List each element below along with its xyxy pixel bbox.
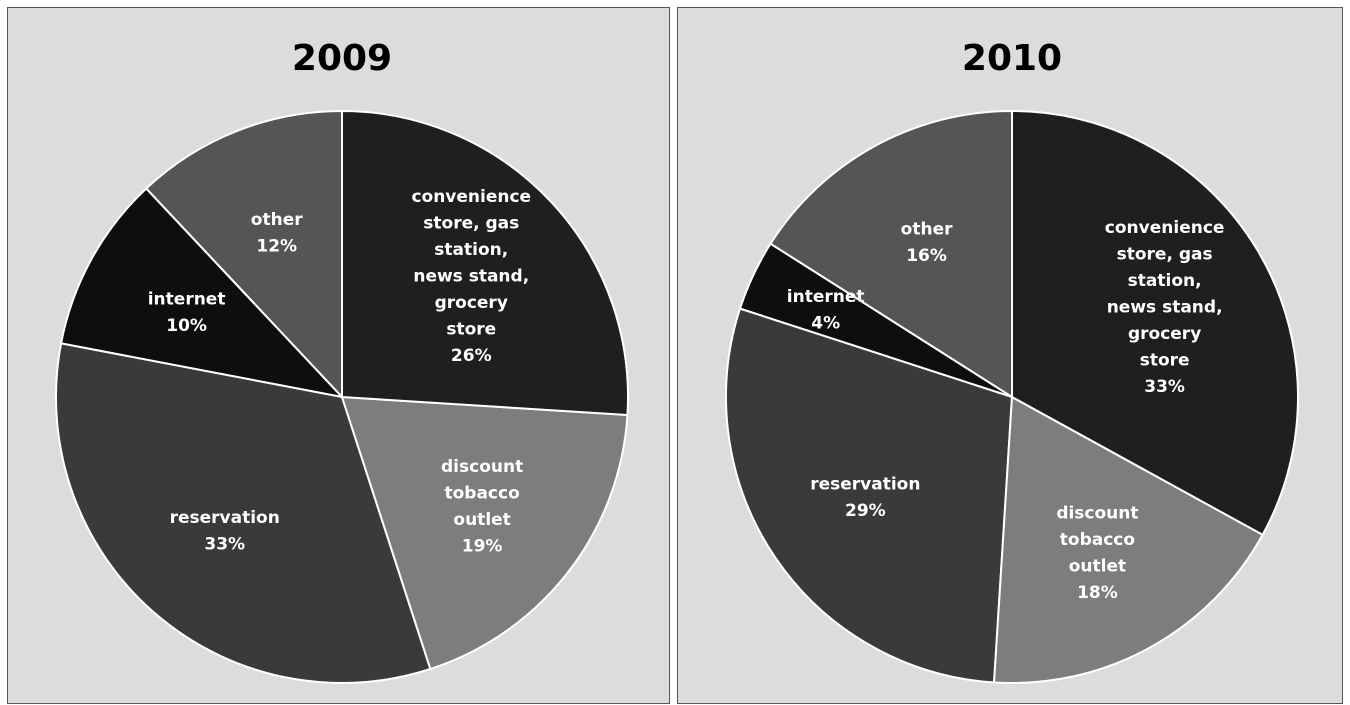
slice-value-label: 26% xyxy=(451,346,492,366)
slice-value-label: 29% xyxy=(845,501,886,521)
pie-slice xyxy=(992,395,1264,684)
slice-label: other 12% xyxy=(251,210,303,256)
slice-value-label: 33% xyxy=(1144,377,1185,397)
slice-category-label: tobacco xyxy=(444,483,519,503)
slice-value-label: 12% xyxy=(256,236,297,256)
slice-category-label: station, xyxy=(434,240,508,260)
slice-category-label: news stand, xyxy=(1107,298,1223,318)
pie-slice xyxy=(769,109,1013,399)
slice-category-label: internet xyxy=(787,287,865,307)
chart-title: 2010 xyxy=(962,38,1062,79)
pie-slice xyxy=(725,307,1014,684)
pie-chart-2009: 2009 convenience store, gas station, news s… xyxy=(55,38,629,684)
slice-category-label: other xyxy=(901,219,953,239)
chart-panel-2010: 2010 convenience store, gas station, news s… xyxy=(677,7,1343,704)
slice-category-label: reservation xyxy=(170,508,280,528)
slice-category-label: store, gas xyxy=(423,214,519,234)
pie-chart-2010: 2010 convenience store, gas station, news s… xyxy=(725,38,1299,684)
slice-label: discount tobacco outlet 18% xyxy=(1056,504,1138,604)
slice-label: convenience store, gas station, news stand,… xyxy=(1105,218,1225,397)
pie-slice xyxy=(59,187,345,399)
slice-category-label: store xyxy=(446,320,496,340)
slice-label: internet 10% xyxy=(148,289,226,336)
slice-label: reservation 29% xyxy=(810,474,920,520)
slice-label: internet 4% xyxy=(787,287,865,334)
chart-panel-2009: 2009 convenience store, gas station, news s… xyxy=(7,7,670,704)
slice-category-label: news stand, xyxy=(413,267,529,287)
pie-slice xyxy=(341,109,629,417)
slice-value-label: 16% xyxy=(906,246,947,266)
pie-slice xyxy=(340,395,629,671)
slice-category-label: discount xyxy=(441,457,523,477)
pie-slice xyxy=(55,342,432,684)
slice-category-label: grocery xyxy=(1128,324,1201,344)
slice-label: other 16% xyxy=(901,219,953,265)
slice-category-label: outlet xyxy=(1069,557,1126,577)
slice-category-label: grocery xyxy=(435,293,508,313)
slice-category-label: store xyxy=(1140,351,1190,371)
slice-category-label: tobacco xyxy=(1060,530,1135,550)
slice-value-label: 10% xyxy=(166,316,207,336)
slice-value-label: 4% xyxy=(811,314,840,334)
chart-title: 2009 xyxy=(292,38,392,79)
slice-category-label: store, gas xyxy=(1117,245,1213,265)
slice-label: convenience store, gas station, news stand,… xyxy=(411,187,531,366)
slice-category-label: other xyxy=(251,210,303,230)
slice-label: reservation 33% xyxy=(170,508,280,555)
slice-category-label: outlet xyxy=(453,510,510,530)
pie-slice xyxy=(144,109,343,400)
slice-category-label: convenience xyxy=(1105,218,1225,238)
slice-value-label: 19% xyxy=(462,536,503,556)
slice-category-label: internet xyxy=(148,289,226,309)
slice-category-label: discount xyxy=(1056,504,1138,524)
slice-category-label: reservation xyxy=(810,474,920,494)
pie-slice xyxy=(1011,109,1299,537)
slice-label: discount tobacco outlet 19% xyxy=(441,457,523,557)
slice-category-label: convenience xyxy=(411,187,531,207)
slice-value-label: 18% xyxy=(1077,583,1118,603)
slice-value-label: 33% xyxy=(204,534,245,554)
slice-category-label: station, xyxy=(1128,271,1202,291)
